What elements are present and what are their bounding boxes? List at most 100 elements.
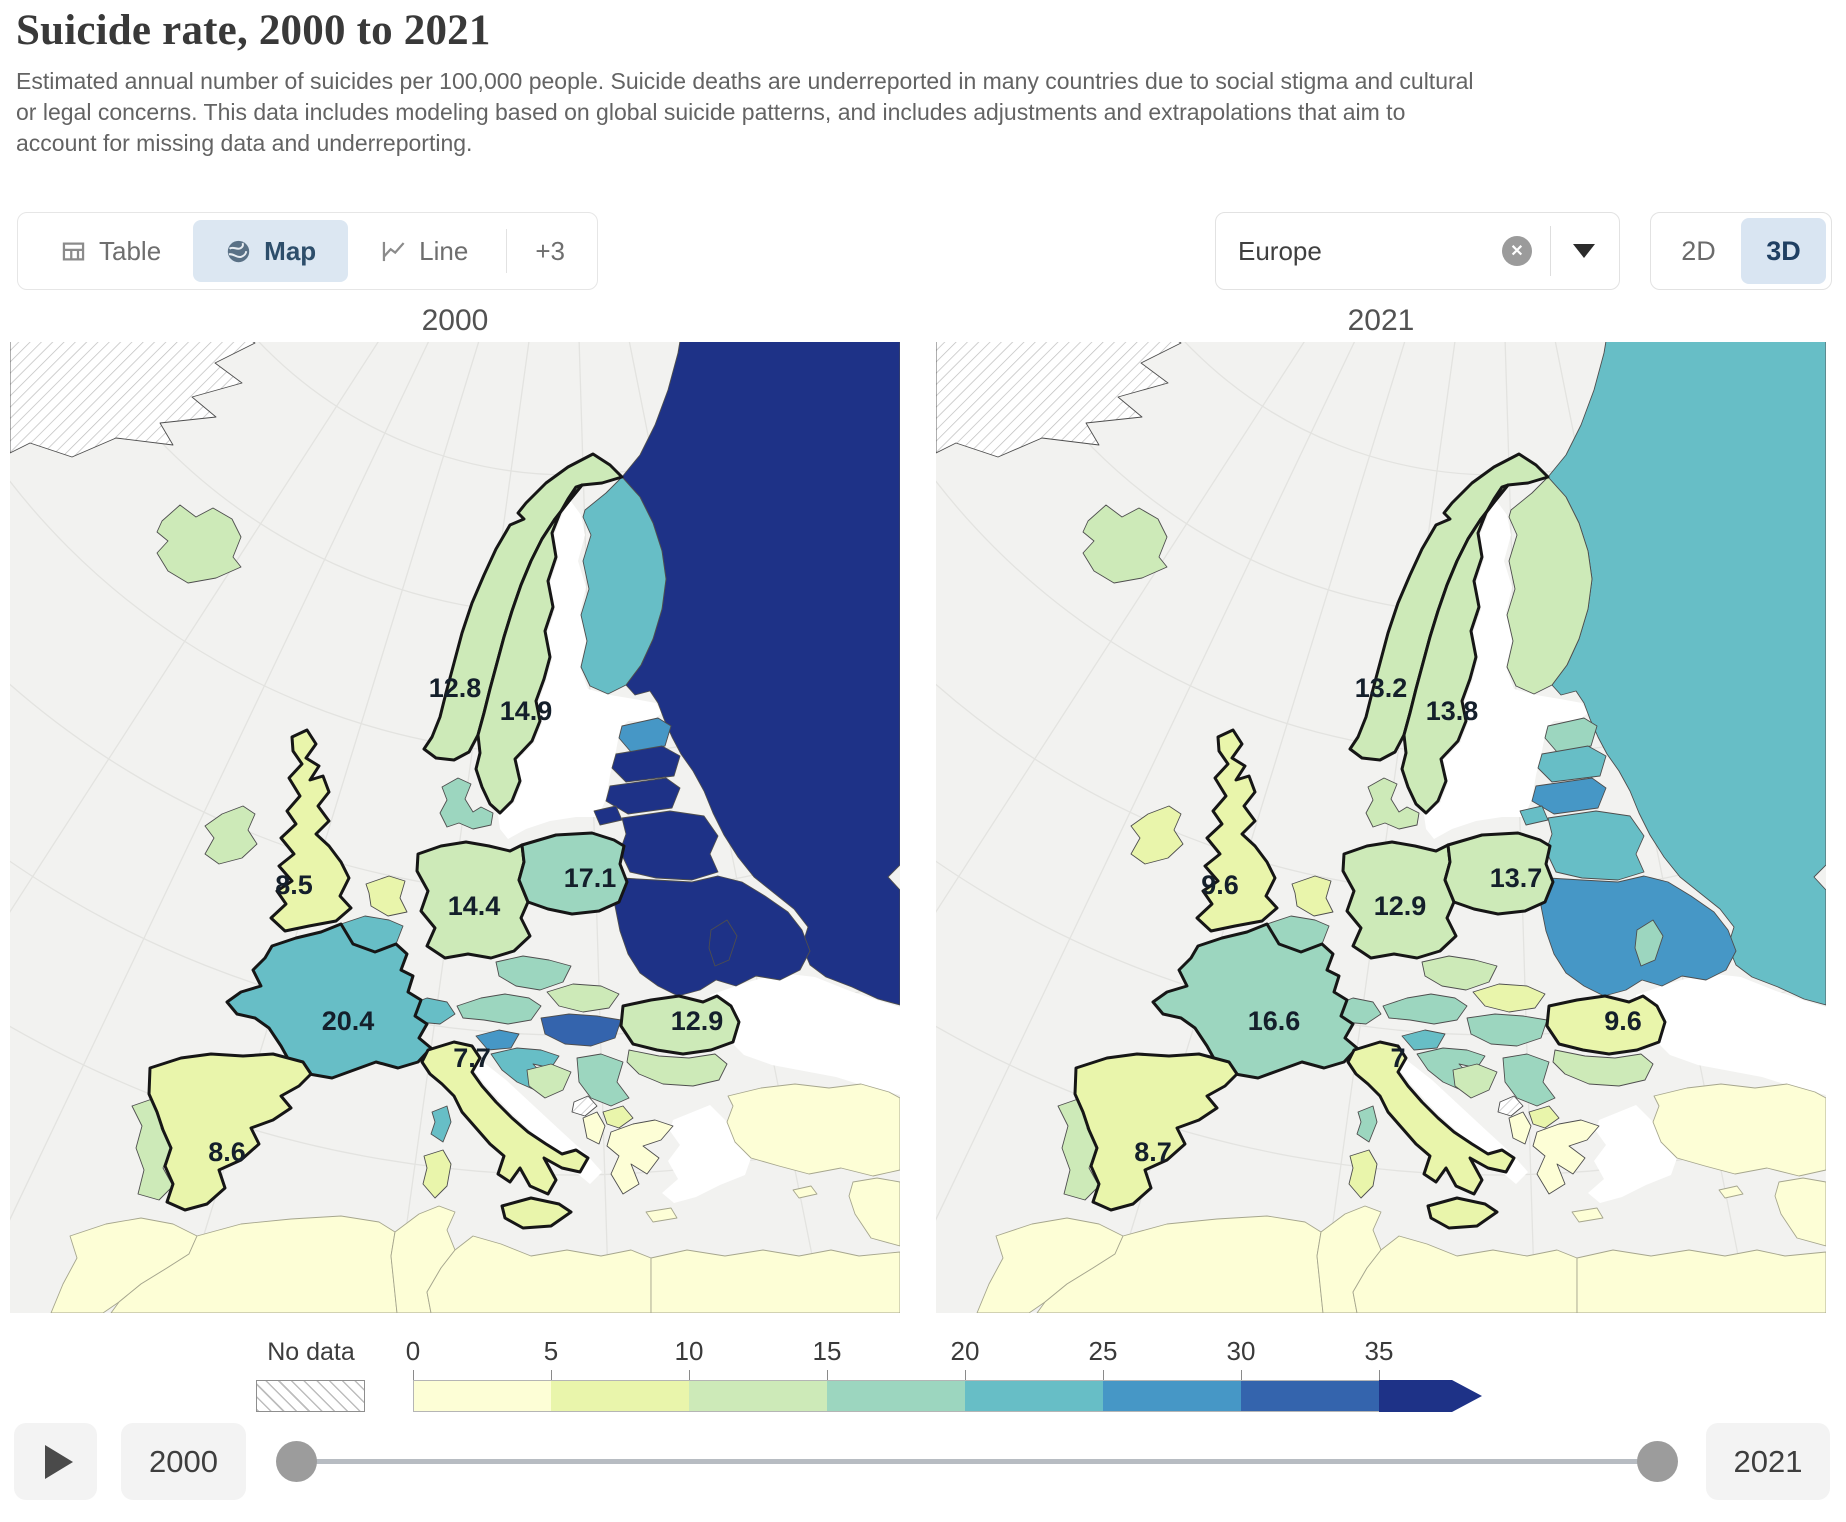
map-country-northmacedonia[interactable] (1528, 1105, 1560, 1129)
map-country-italy[interactable] (420, 1040, 590, 1196)
timeline-end-year[interactable]: 2021 (1706, 1423, 1830, 1500)
map-country-hungary[interactable] (540, 1013, 622, 1047)
map-country-denmark[interactable] (439, 777, 494, 830)
tab-more-button[interactable]: +3 (535, 235, 565, 266)
projection-option-2d[interactable]: 2D (1681, 235, 1716, 266)
map-country-denmark[interactable] (1365, 777, 1420, 830)
tab-table[interactable]: Table (28, 220, 193, 282)
map-country-italy[interactable] (1346, 1040, 1516, 1196)
map-2021[interactable]: 13.2 13.8 9.6 12.9 13.7 16.6 7 9.6 8.7 (365, 0, 1846, 1346)
map-country-finland[interactable] (580, 476, 667, 695)
map-country-germany[interactable] (1341, 840, 1458, 960)
projection-option-3d[interactable]: 3D (1741, 218, 1826, 284)
map-country-uk[interactable] (269, 728, 353, 933)
timeline-handle-end[interactable] (1637, 1441, 1678, 1482)
map-country-sardinia[interactable] (422, 1149, 452, 1199)
map-country-serbia[interactable] (576, 1053, 630, 1107)
legend-no-data-swatch[interactable] (256, 1380, 365, 1412)
tab-line[interactable]: Line (348, 220, 500, 282)
tab-map[interactable]: Map (193, 220, 349, 282)
map-country-turkey[interactable] (726, 1083, 901, 1177)
map-country-sicily[interactable] (1426, 1196, 1499, 1230)
legend-bin-7[interactable] (1379, 1380, 1482, 1412)
map-country-albania[interactable] (1508, 1111, 1532, 1145)
map-country-northmacedonia[interactable] (602, 1105, 634, 1129)
map-country-egypt[interactable] (650, 1249, 901, 1314)
map-country-latvia[interactable] (611, 745, 681, 783)
map-country-bosnia[interactable] (526, 1063, 572, 1099)
map-country-moldova[interactable] (708, 919, 738, 967)
map-country-austria[interactable] (1382, 993, 1468, 1025)
map-country-montenegro[interactable] (1497, 1095, 1524, 1117)
legend-bin-0[interactable] (413, 1380, 551, 1412)
map-country-libya[interactable] (426, 1235, 652, 1314)
map-country-estonia[interactable] (618, 717, 672, 753)
map-country-slovenia[interactable] (1401, 1029, 1446, 1051)
map-country-slovakia[interactable] (546, 983, 620, 1013)
map-country-libya[interactable] (1352, 1235, 1578, 1314)
map-country-cyprus[interactable] (1718, 1185, 1744, 1199)
map-country-france[interactable] (225, 922, 433, 1080)
map-country-bosnia[interactable] (1452, 1063, 1498, 1099)
map-country-lithuania[interactable] (1531, 777, 1607, 815)
map-country-bulgaria[interactable] (1552, 1049, 1654, 1087)
map-country-ireland[interactable] (204, 805, 258, 865)
map-country-egypt[interactable] (1576, 1249, 1827, 1314)
legend-bin-2[interactable] (689, 1380, 827, 1412)
map-country-czechia[interactable] (1421, 955, 1498, 991)
map-country-montenegro[interactable] (571, 1095, 598, 1117)
x-circle-icon[interactable]: ✕ (1502, 236, 1532, 266)
map-country-romania[interactable] (1545, 994, 1667, 1056)
map-country-netherlands[interactable] (1291, 875, 1334, 917)
map-country-iceland[interactable] (156, 504, 242, 584)
map-country-kaliningrad[interactable] (1519, 805, 1549, 826)
map-country-spain[interactable] (147, 1052, 313, 1212)
timeline-start-year[interactable]: 2000 (121, 1423, 246, 1500)
map-country-austria[interactable] (456, 993, 542, 1025)
map-country-mideast[interactable] (1774, 1177, 1827, 1247)
map-country-corsica[interactable] (1356, 1105, 1378, 1143)
map-country-czechia[interactable] (495, 955, 572, 991)
map-country-spain[interactable] (1073, 1052, 1239, 1212)
map-country-belarus[interactable] (1545, 810, 1645, 881)
map-country-crete[interactable] (645, 1207, 678, 1223)
timeline-handle-start[interactable] (276, 1441, 317, 1482)
map-country-slovenia[interactable] (475, 1029, 520, 1051)
legend-bin-1[interactable] (551, 1380, 689, 1412)
map-country-serbia[interactable] (1502, 1053, 1556, 1107)
map-country-poland[interactable] (517, 831, 629, 916)
map-country-netherlands[interactable] (365, 875, 408, 917)
map-country-lithuania[interactable] (605, 777, 681, 815)
map-country-latvia[interactable] (1537, 745, 1607, 783)
map-country-finland[interactable] (1506, 476, 1593, 695)
map-country-sweden[interactable] (474, 483, 584, 815)
map-country-belarus[interactable] (619, 810, 719, 881)
map-country-mideast[interactable] (848, 1177, 901, 1247)
map-country-albania[interactable] (582, 1111, 606, 1145)
map-country-sicily[interactable] (500, 1196, 573, 1230)
map-country-sweden[interactable] (1400, 483, 1510, 815)
map-country-greece[interactable] (1532, 1119, 1600, 1195)
legend-bin-6[interactable] (1241, 1380, 1379, 1412)
map-country-greenland[interactable] (935, 304, 1182, 458)
map-country-corsica[interactable] (430, 1105, 452, 1143)
map-country-ireland[interactable] (1130, 805, 1184, 865)
map-country-romania[interactable] (619, 994, 741, 1056)
map-country-bulgaria[interactable] (626, 1049, 728, 1087)
caret-down-icon[interactable] (1573, 244, 1595, 258)
entity-selector[interactable]: Europe ✕ (1215, 212, 1620, 290)
map-country-cyprus[interactable] (792, 1185, 818, 1199)
map-country-crete[interactable] (1571, 1207, 1604, 1223)
legend-bin-5[interactable] (1103, 1380, 1241, 1412)
map-country-germany[interactable] (415, 840, 532, 960)
timeline-track[interactable] (296, 1459, 1657, 1464)
legend-bin-4[interactable] (965, 1380, 1103, 1412)
map-country-iceland[interactable] (1082, 504, 1168, 584)
map-2000[interactable]: 12.8 14.9 8.5 14.4 17.1 20.4 7.7 12.9 8.6 (0, 0, 1701, 1346)
map-country-greece[interactable] (606, 1119, 674, 1195)
map-country-sardinia[interactable] (1348, 1149, 1378, 1199)
legend-bin-3[interactable] (827, 1380, 965, 1412)
map-country-slovakia[interactable] (1472, 983, 1546, 1013)
map-country-uk[interactable] (1195, 728, 1279, 933)
map-country-greenland[interactable] (9, 304, 256, 458)
